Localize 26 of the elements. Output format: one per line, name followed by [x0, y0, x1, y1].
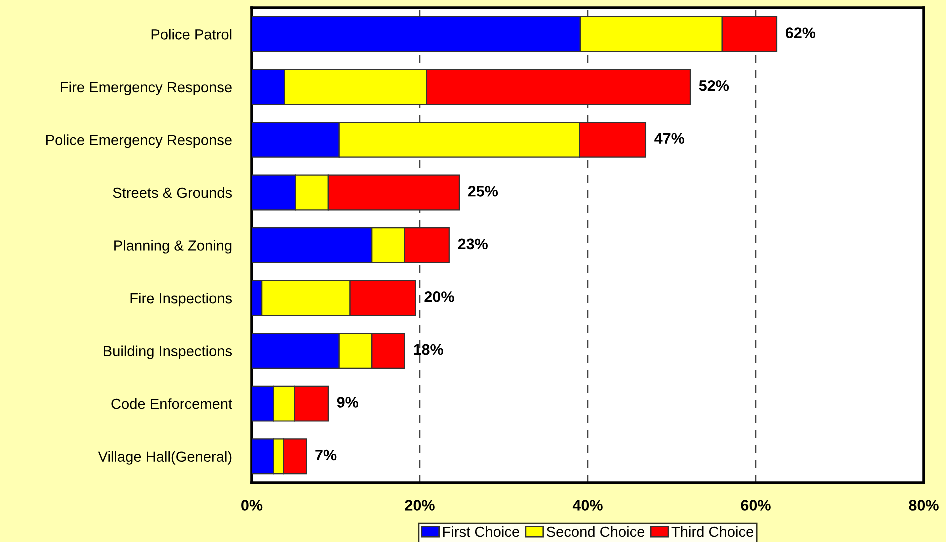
x-tick-label: 20%	[405, 500, 435, 511]
y-tick-label: Planning & Zoning	[114, 240, 232, 254]
y-tick-label: Village Hall(General)	[98, 451, 232, 465]
y-tick-label: Code Enforcement	[112, 398, 232, 410]
x-tick-label: 40%	[572, 500, 603, 511]
x-tick-label: 60%	[741, 500, 771, 511]
total-label: 52%	[699, 80, 730, 92]
total-label: 23%	[458, 238, 488, 250]
x-tick-label: 80%	[909, 500, 939, 511]
y-tick-label: Police Patrol	[152, 29, 232, 40]
total-label: 20%	[424, 292, 454, 302]
total-label: 9%	[337, 397, 359, 408]
legend-label: Third Choice	[672, 526, 754, 538]
y-tick-label: Building Inspections	[104, 346, 232, 360]
legend-label: Second Choice	[546, 526, 645, 538]
y-tick-label: Fire Emergency Response	[61, 82, 232, 96]
x-tick-label: 0%	[242, 500, 263, 511]
total-label: 25%	[468, 186, 498, 197]
y-tick-label: Streets & Grounds	[113, 187, 232, 198]
total-label: 18%	[414, 344, 444, 356]
total-label: 7%	[316, 450, 337, 461]
total-label: 47%	[654, 133, 685, 144]
total-label: 62%	[786, 28, 816, 38]
y-tick-label: Fire Inspections	[130, 292, 232, 307]
legend-label: First Choice	[443, 526, 520, 538]
y-tick-label: Police Emergency Response	[46, 134, 232, 148]
